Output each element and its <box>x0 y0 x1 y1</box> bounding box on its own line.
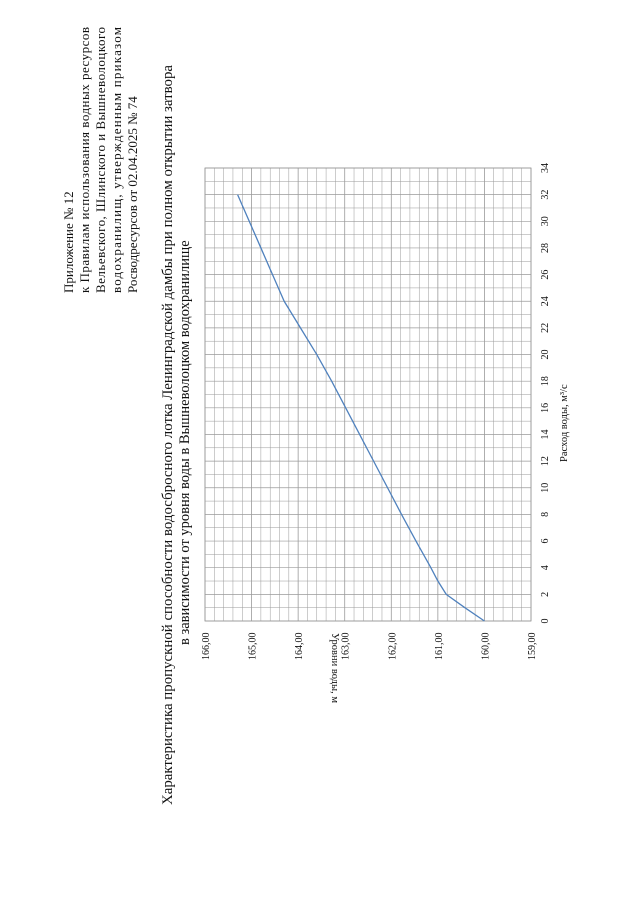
x-tick-label: 2 <box>540 592 551 597</box>
x-tick-label: 20 <box>540 350 551 360</box>
appendix-line-4: водохранилищ, утвержденным приказом <box>109 27 124 293</box>
series-line <box>237 194 485 622</box>
y-tick-label: 160,00 <box>480 633 491 661</box>
appendix-line-3: Вельевского, Шлинского и Вышневолоцкого <box>93 27 108 293</box>
y-tick-label: 159,00 <box>527 633 538 661</box>
x-tick-label: 16 <box>540 403 551 413</box>
chart-subtitle: в зависимости от уровня воды в Вышневоло… <box>177 240 193 645</box>
x-tick-label: 0 <box>540 619 551 624</box>
x-tick-label: 4 <box>540 565 551 570</box>
y-tick-label: 163,00 <box>341 633 352 661</box>
x-tick-label: 28 <box>540 243 551 253</box>
x-tick-label: 32 <box>540 190 551 200</box>
x-tick-label: 30 <box>540 216 551 226</box>
y-tick-label: 166,00 <box>201 633 212 661</box>
appendix-line-2: к Правилам использования водных ресурсов <box>77 27 92 293</box>
x-tick-label: 8 <box>540 512 551 517</box>
x-tick-label: 34 <box>540 163 551 173</box>
y-tick-label: 165,00 <box>248 633 259 661</box>
x-axis-label: Расход воды, м³/с <box>559 384 570 462</box>
x-tick-label: 24 <box>540 296 551 306</box>
grid <box>204 167 532 622</box>
y-tick-label: 161,00 <box>434 633 445 661</box>
y-axis-label: Уровни воды, м <box>329 633 340 703</box>
appendix-block: Приложение № 12 к Правилам использования… <box>61 27 140 293</box>
x-tick-label: 22 <box>540 323 551 333</box>
x-tick-label: 26 <box>540 270 551 280</box>
x-tick-label: 6 <box>540 539 551 544</box>
y-tick-label: 164,00 <box>294 633 305 661</box>
x-tick-label: 10 <box>540 483 551 493</box>
x-tick-label: 18 <box>540 376 551 386</box>
appendix-number: Приложение № 12 <box>61 191 76 293</box>
x-tick-label: 14 <box>540 429 551 439</box>
appendix-line-5: Росводресурсов от 02.04.2025 № 74 <box>125 96 140 293</box>
y-tick-label: 162,00 <box>387 633 398 661</box>
y-tick-labels: 159,00 160,00 161,00 162,00 163,00 164,00 165,… <box>201 633 538 661</box>
x-tick-label: 12 <box>540 456 551 466</box>
chart-title: Характеристика пропускной способности во… <box>160 64 176 805</box>
series <box>237 194 485 622</box>
